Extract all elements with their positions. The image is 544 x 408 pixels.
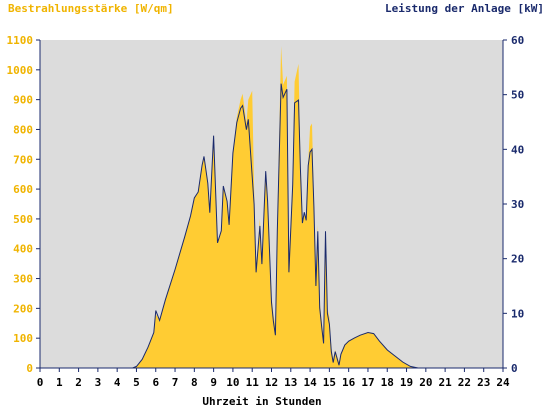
right-tick-label: 50 — [511, 89, 524, 102]
x-tick-label: 20 — [419, 376, 432, 389]
x-tick-label: 18 — [381, 376, 394, 389]
x-tick-label: 23 — [477, 376, 490, 389]
x-tick-label: 14 — [303, 376, 317, 389]
power-line-series — [40, 83, 503, 369]
right-tick-label: 20 — [511, 253, 524, 266]
left-tick-label: 600 — [13, 183, 33, 196]
x-tick-label: 9 — [210, 376, 217, 389]
x-tick-label: 6 — [152, 376, 159, 389]
left-tick-label: 400 — [13, 243, 33, 256]
left-axis-title: Bestrahlungsstärke [W/qm] — [8, 2, 174, 15]
x-tick-label: 0 — [37, 376, 44, 389]
x-tick-label: 12 — [265, 376, 278, 389]
x-tick-label: 17 — [361, 376, 374, 389]
x-tick-label: 8 — [191, 376, 198, 389]
x-tick-label: 22 — [458, 376, 471, 389]
x-tick-label: 11 — [246, 376, 260, 389]
x-tick-label: 21 — [439, 376, 453, 389]
left-tick-label: 200 — [13, 302, 33, 315]
x-tick-label: 10 — [226, 376, 239, 389]
right-tick-label: 10 — [511, 307, 524, 320]
right-axis-title: Leistung der Anlage [kW] — [385, 2, 544, 15]
right-axis-ticks: 0 10 20 30 40 50 60 — [503, 34, 524, 375]
right-tick-label: 30 — [511, 198, 524, 211]
right-tick-label: 0 — [511, 362, 518, 375]
left-axis-ticks: 0 100 200 300 400 500 600 700 800 900 1000 1100 — [7, 34, 40, 375]
right-tick-label: 40 — [511, 143, 524, 156]
x-axis-ticks: 0 1 2 3 4 5 6 7 8 9 10 11 12 13 14 15 16 17 18 19 20 21 22 23 24 — [37, 368, 510, 389]
left-tick-label: 1000 — [7, 64, 34, 77]
left-tick-label: 900 — [13, 94, 33, 107]
x-tick-label: 2 — [75, 376, 82, 389]
x-tick-label: 19 — [400, 376, 413, 389]
x-axis-label: Uhrzeit in Stunden — [202, 395, 321, 408]
x-tick-label: 5 — [133, 376, 140, 389]
left-tick-label: 500 — [13, 213, 33, 226]
left-tick-label: 300 — [13, 273, 33, 286]
left-tick-label: 800 — [13, 123, 33, 136]
x-tick-label: 24 — [496, 376, 510, 389]
x-tick-label: 4 — [114, 376, 121, 389]
left-tick-label: 100 — [13, 332, 33, 345]
left-tick-label: 1100 — [7, 34, 34, 47]
x-tick-label: 7 — [172, 376, 179, 389]
left-tick-label: 700 — [13, 153, 33, 166]
x-tick-label: 16 — [342, 376, 356, 389]
left-tick-label: 0 — [26, 362, 33, 375]
x-tick-label: 13 — [284, 376, 297, 389]
right-tick-label: 60 — [511, 34, 524, 47]
x-tick-label: 15 — [323, 376, 336, 389]
x-tick-label: 3 — [95, 376, 102, 389]
x-tick-label: 1 — [56, 376, 63, 389]
